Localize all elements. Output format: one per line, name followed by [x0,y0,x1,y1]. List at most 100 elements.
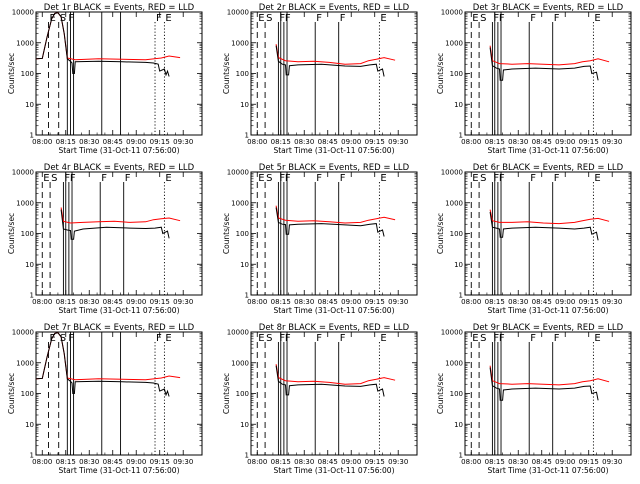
marker-label: E [472,173,478,184]
y-axis-label: Counts/sec [7,213,16,254]
x-tick-label: 09:15 [365,298,385,306]
y-tick-label: 100 [236,70,249,78]
chart-panel-9: Det 9r BLACK = Events, RED = LLD 1 10 100 10… [436,323,632,475]
series-line-lld [489,365,610,386]
series-line-events [60,209,170,240]
chart-panel-4: Det 4r BLACK = Events, RED = LLD 1 10 100 10… [7,163,203,315]
series-line-events [489,367,599,401]
x-tick-label: 08:45 [103,298,123,306]
series-line-events [275,207,385,237]
y-tick-label: 1000 [231,359,249,367]
marker-label: F [156,13,162,24]
x-tick-label: 09:15 [579,298,599,306]
chart-title: Det 9r BLACK = Events, RED = LLD [473,323,624,333]
chart-panel-8: Det 8r BLACK = Events, RED = LLD 1 10 100 10… [222,323,418,475]
x-tick-label: 08:30 [294,458,314,466]
x-tick-label: 08:00 [461,458,481,466]
x-axis-label: Start Time (31-Oct-11 07:56:00) [58,466,179,475]
marker-label: E [380,333,386,344]
x-tick-label: 08:30 [508,298,528,306]
x-tick-label: 09:30 [173,298,193,306]
x-tick-label: 09:00 [126,298,146,306]
series-line-events [489,47,599,81]
x-tick-label: 09:30 [388,138,408,146]
x-tick-label: 08:30 [508,138,528,146]
y-tick-label: 10000 [227,329,249,337]
y-tick-label: 1000 [445,359,463,367]
series-line-lld [60,207,181,224]
y-tick-label: 1000 [231,39,249,47]
plot-area [256,12,396,135]
x-tick-label: 08:00 [247,458,267,466]
marker-label: F [499,13,505,24]
marker-label: F [499,173,505,184]
x-tick-label: 09:00 [341,458,361,466]
x-axis-label: Start Time (31-Oct-11 07:56:00) [487,466,608,475]
y-tick-label: 10 [25,261,34,269]
y-tick-label: 10000 [12,9,34,17]
marker-label: F [340,13,346,24]
x-tick-label: 09:15 [365,138,385,146]
y-axis-label: Counts/sec [436,53,445,94]
x-tick-label: 08:30 [79,298,99,306]
marker-label: E [165,13,171,24]
y-tick-label: 1000 [231,199,249,207]
y-axis-label: Counts/sec [222,53,231,94]
y-tick-label: 100 [21,70,34,78]
chart-title: Det 1r BLACK = Events, RED = LLD [44,3,195,13]
plot-area [470,12,610,135]
plot-frame [464,171,632,296]
plot-frame [250,11,418,136]
x-tick-label: 09:30 [173,138,193,146]
y-tick-label: 100 [236,230,249,238]
chart-title: Det 4r BLACK = Events, RED = LLD [44,163,195,173]
marker-label: F [70,173,76,184]
y-tick-label: 10000 [12,169,34,177]
y-tick-label: 1 [30,452,34,460]
x-axis-label: Start Time (31-Oct-11 07:56:00) [58,306,179,315]
y-axis-label: Counts/sec [222,213,231,254]
marker-label: E [43,173,49,184]
x-tick-label: 08:15 [56,458,76,466]
x-tick-label: 09:30 [602,298,622,306]
y-tick-label: 1000 [16,199,34,207]
marker-label: S [60,13,66,24]
series-line-lld [275,364,396,385]
x-axis-label: Start Time (31-Oct-11 07:56:00) [273,306,394,315]
x-tick-label: 08:45 [532,298,552,306]
marker-label: F [554,333,560,344]
y-tick-label: 1000 [445,199,463,207]
x-tick-label: 09:30 [173,458,193,466]
y-tick-label: 10 [240,261,249,269]
chart-panel-7: Det 7r BLACK = Events, RED = LLD 1 10 100 10… [7,323,203,475]
x-tick-label: 09:30 [602,138,622,146]
y-tick-label: 1000 [445,39,463,47]
y-tick-label: 100 [21,230,34,238]
series-line-events [36,12,170,77]
x-tick-label: 09:00 [126,458,146,466]
series-line-lld [489,209,610,225]
y-tick-label: 100 [450,390,463,398]
y-tick-label: 1 [459,452,463,460]
x-axis-label: Start Time (31-Oct-11 07:56:00) [487,146,608,155]
marker-label: F [279,173,285,184]
y-tick-label: 10 [240,421,249,429]
series-line-events [275,365,385,397]
marker-label: E [258,333,264,344]
marker-label: E [165,333,171,344]
x-tick-label: 08:45 [318,138,338,146]
marker-label: E [380,13,386,24]
marker-label: F [493,173,499,184]
marker-label: S [266,333,272,344]
marker-label: E [472,333,478,344]
x-tick-label: 08:30 [79,458,99,466]
x-tick-label: 08:15 [271,458,291,466]
chart-title: Det 7r BLACK = Events, RED = LLD [44,323,195,333]
marker-label: F [125,173,131,184]
x-tick-label: 09:00 [341,298,361,306]
y-tick-label: 10 [454,101,463,109]
x-tick-label: 08:00 [32,298,52,306]
x-tick-label: 08:00 [247,298,267,306]
